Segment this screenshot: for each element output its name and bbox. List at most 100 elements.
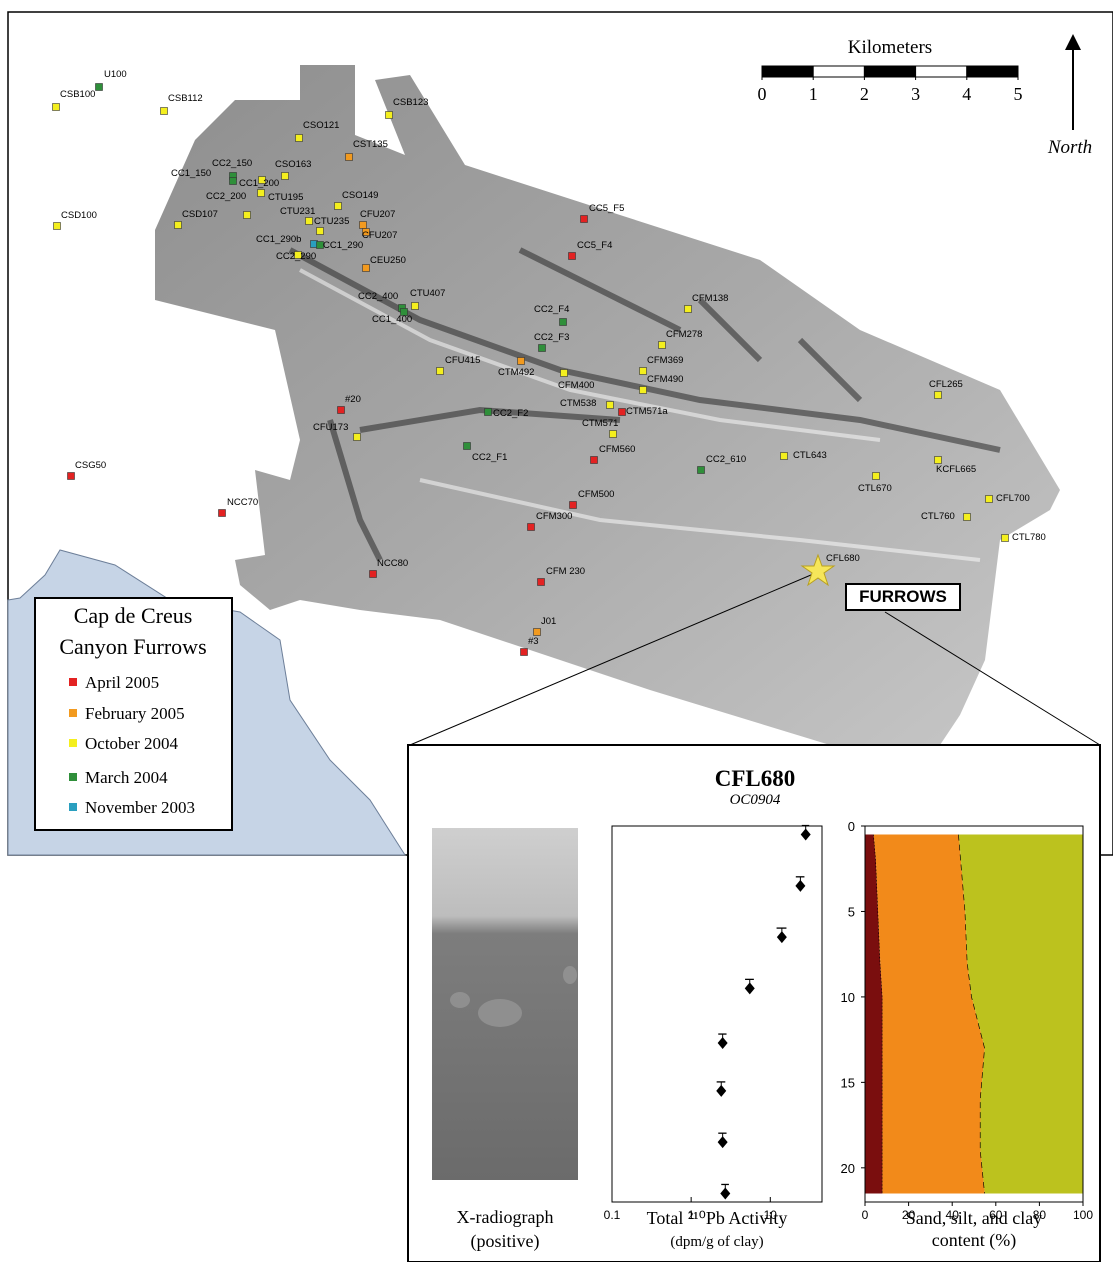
scale-tick-label: 3: [911, 84, 920, 104]
station-marker: [335, 203, 342, 210]
scale-segment: [967, 66, 1018, 77]
station-marker: [363, 265, 370, 272]
station-marker: [619, 409, 626, 416]
x-axis-label: (dpm/g of clay): [670, 1234, 763, 1250]
station-label: CSO149: [342, 190, 378, 201]
x-tick-label: 100: [1073, 1208, 1093, 1222]
station-marker: [258, 190, 265, 197]
station-marker: [640, 387, 647, 394]
station-marker: [610, 431, 617, 438]
callout-text: FURROWS: [859, 587, 947, 606]
legend-label: November 2003: [85, 798, 195, 817]
station-label: CC2_400: [358, 291, 398, 302]
scale-segment: [864, 66, 915, 77]
legend-label: October 2004: [85, 734, 179, 753]
scale-title: Kilometers: [848, 37, 932, 58]
station-label: CFM560: [599, 444, 635, 455]
station-label: CC5_F4: [577, 240, 612, 251]
station-label: CEU250: [370, 255, 406, 266]
radiograph-caption: (positive): [471, 1231, 540, 1252]
station-label: CC1_150: [171, 168, 211, 179]
station-label: CFU173: [313, 422, 348, 433]
station-label: CC1_290b: [256, 234, 301, 245]
station-label: CC1_400: [372, 314, 412, 325]
station-marker: [591, 457, 598, 464]
station-label: KCFL665: [936, 464, 976, 475]
station-marker: [539, 345, 546, 352]
station-marker: [360, 222, 367, 229]
north-label: North: [1047, 137, 1092, 158]
figure: U100CSB100CSB112CSB123CSO121CST135CC2_15…: [0, 0, 1113, 1262]
station-label: CFM300: [536, 511, 572, 522]
station-label: CFM369: [647, 355, 683, 366]
station-label: CFU207: [360, 209, 395, 220]
station-label: CC1_290: [323, 240, 363, 251]
station-label: CFL265: [929, 379, 963, 390]
station-label: CC2_F4: [534, 304, 569, 315]
station-marker: [317, 228, 324, 235]
station-label: #3: [528, 636, 539, 647]
station-label: CC2_290: [276, 251, 316, 262]
scale-tick-label: 0: [758, 84, 767, 104]
station-label: CTM492: [498, 367, 534, 378]
station-marker: [698, 467, 705, 474]
station-marker: [528, 524, 535, 531]
x-tick-label: 0: [862, 1208, 869, 1222]
station-label: CC2_F3: [534, 332, 569, 343]
station-label: CTU195: [268, 192, 303, 203]
scale-tick-label: 1: [809, 84, 818, 104]
legend-title: Cap de Creus: [74, 603, 193, 628]
station-marker: [560, 319, 567, 326]
station-label: CSD107: [182, 209, 218, 220]
legend-swatch: [69, 678, 77, 686]
scale-segment: [762, 66, 813, 77]
scale-segment: [813, 66, 864, 77]
inset-title: CFL680: [715, 766, 796, 791]
station-label: CC2_150: [212, 158, 252, 169]
y-tick-label: 5: [848, 904, 855, 919]
station-marker: [685, 306, 692, 313]
station-label: CTU235: [314, 216, 349, 227]
station-marker: [534, 629, 541, 636]
station-label: CTM538: [560, 398, 596, 409]
station-marker: [306, 218, 313, 225]
inset-subtitle: OC0904: [730, 792, 781, 808]
station-label: CSO163: [275, 159, 311, 170]
station-marker: [659, 342, 666, 349]
station-label: CC2_F2: [493, 408, 528, 419]
scale-tick-label: 5: [1014, 84, 1023, 104]
station-label: CSB112: [168, 93, 203, 104]
star-label: CFL680: [826, 553, 860, 564]
station-label: CC5_F5: [589, 203, 624, 214]
station-label: CSO121: [303, 120, 339, 131]
station-marker: [561, 370, 568, 377]
station-label: #20: [345, 394, 361, 405]
station-label: CFM 230: [546, 566, 585, 577]
station-label: CFM490: [647, 374, 683, 385]
station-marker: [230, 178, 237, 185]
station-marker: [607, 402, 614, 409]
station-marker: [581, 216, 588, 223]
station-marker: [354, 434, 361, 441]
station-marker: [935, 457, 942, 464]
station-marker: [219, 510, 226, 517]
station-label: CSB123: [393, 97, 428, 108]
legend-swatch: [69, 773, 77, 781]
station-label: CC2_F1: [472, 452, 507, 463]
station-label: CTM571a: [626, 406, 668, 417]
legend-title: Canyon Furrows: [59, 634, 206, 659]
scale-segment: [916, 66, 967, 77]
station-marker: [53, 104, 60, 111]
station-label: CFL700: [996, 493, 1030, 504]
legend-label: March 2004: [85, 768, 168, 787]
station-marker: [464, 443, 471, 450]
x-axis-label: Total ²¹⁰Pb Activity: [647, 1208, 788, 1228]
station-marker: [161, 108, 168, 115]
station-label: CTU231: [280, 206, 315, 217]
station-label: J01: [541, 616, 556, 627]
station-marker: [485, 409, 492, 416]
x-axis-label: content (%): [932, 1230, 1016, 1251]
station-label: CC2_200: [206, 191, 246, 202]
station-marker: [244, 212, 251, 219]
station-label: CFU415: [445, 355, 480, 366]
